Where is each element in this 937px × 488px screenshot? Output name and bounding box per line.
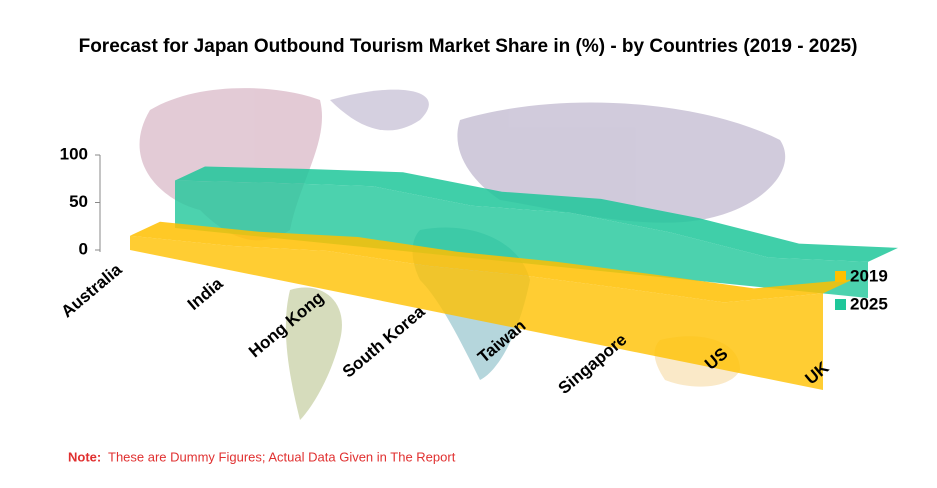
area-top	[130, 221, 853, 303]
y-tick-label: 0	[79, 239, 88, 258]
legend-swatch	[835, 299, 846, 310]
legend-label: 2025	[850, 294, 888, 313]
chart-title: Forecast for Japan Outbound Tourism Mark…	[79, 36, 858, 57]
area	[130, 235, 823, 390]
note: These are Dummy Figures; Actual Data Giv…	[108, 449, 456, 464]
x-tick-label: India	[184, 274, 227, 314]
area	[175, 180, 868, 298]
note-label: Note:	[68, 449, 101, 464]
area-top	[175, 166, 898, 262]
y-tick-label: 100	[60, 144, 88, 163]
legend-swatch	[835, 271, 846, 282]
plot	[130, 166, 898, 390]
y-tick-label: 50	[69, 192, 88, 211]
legend-label: 2019	[850, 266, 888, 285]
x-tick-label: Australia	[58, 260, 126, 322]
x-tick-label: South Korea	[339, 302, 429, 382]
